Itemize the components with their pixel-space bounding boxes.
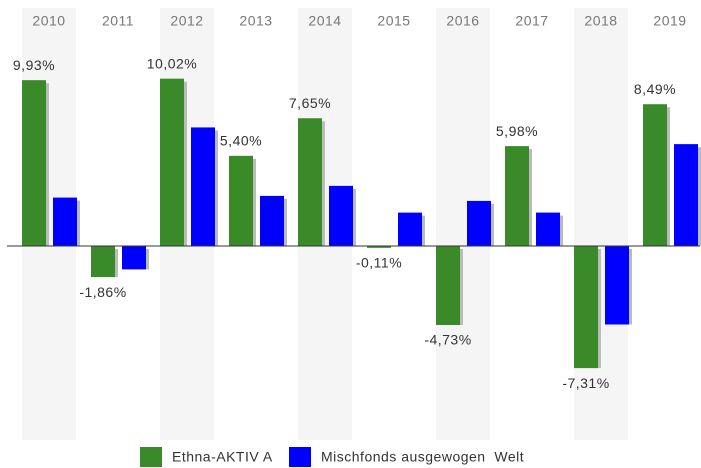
bar — [467, 200, 491, 246]
bar — [229, 155, 253, 246]
bar — [329, 185, 353, 246]
category-label: 2012 — [170, 13, 203, 29]
bars — [22, 78, 701, 369]
bar — [22, 80, 46, 246]
bar — [574, 246, 598, 369]
legend-swatch — [289, 447, 311, 467]
value-label: -0,11% — [356, 255, 402, 271]
bar — [191, 127, 215, 246]
category-label: 2011 — [102, 13, 134, 29]
bar — [122, 246, 146, 270]
value-label: -4,73% — [424, 332, 471, 348]
value-label: -1,86% — [79, 284, 126, 300]
value-label: 7,65% — [289, 95, 331, 111]
value-label: 5,40% — [220, 133, 262, 149]
value-label: 5,98% — [496, 123, 538, 139]
value-label: -7,31% — [562, 375, 609, 391]
category-label: 2015 — [377, 13, 410, 29]
bar — [674, 144, 698, 246]
bar — [643, 104, 667, 246]
bar — [53, 197, 77, 246]
bar — [536, 212, 560, 246]
category-label: 2014 — [308, 13, 341, 29]
bar — [260, 195, 284, 246]
category-label: 2019 — [653, 13, 686, 29]
value-label: 9,93% — [13, 57, 55, 73]
bar — [160, 78, 184, 246]
category-label: 2016 — [446, 13, 479, 29]
value-label: 10,02% — [147, 55, 197, 71]
category-label: 2017 — [515, 13, 548, 29]
legend: Ethna-AKTIV A Mischfonds ausgewogen Welt — [140, 447, 524, 467]
legend-swatch — [140, 447, 162, 467]
legend-label: Mischfonds ausgewogen Welt — [321, 449, 524, 465]
bar — [505, 146, 529, 246]
category-label: 2010 — [32, 13, 65, 29]
bar — [436, 246, 460, 325]
labels: 2010 2011 2012 2013 2014 2015 2016 2017 2018 2019… — [13, 13, 686, 391]
value-label: 8,49% — [634, 81, 676, 97]
bar — [367, 246, 391, 248]
bar — [298, 118, 322, 246]
legend-label: Ethna-AKTIV A — [172, 449, 273, 465]
bar — [605, 246, 629, 325]
bar — [91, 246, 115, 278]
category-label: 2013 — [239, 13, 272, 29]
bar — [398, 212, 422, 246]
category-label: 2018 — [584, 13, 617, 29]
